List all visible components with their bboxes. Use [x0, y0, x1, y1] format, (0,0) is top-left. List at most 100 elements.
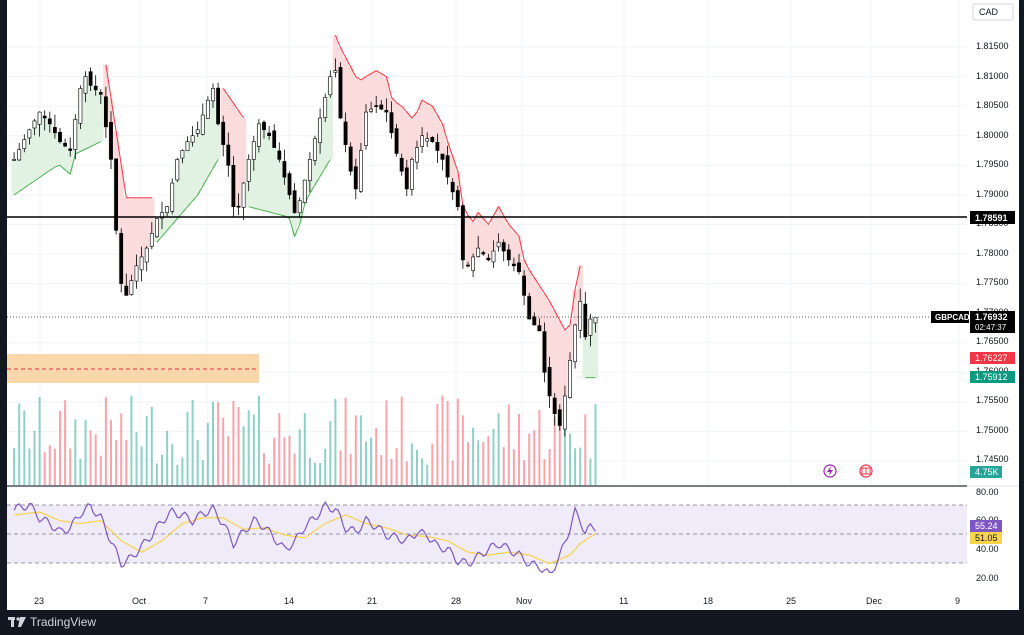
candle-body-down [542, 331, 547, 373]
volume-bar [212, 401, 214, 485]
volume-bar [176, 464, 179, 485]
candle-body-up [241, 182, 246, 208]
volume-bar [349, 453, 352, 485]
candle-body-up [139, 256, 144, 271]
candle-body-down [104, 96, 108, 128]
volume-bar [247, 410, 250, 485]
candle-body-down [348, 146, 353, 172]
candle-body-down [445, 155, 450, 178]
candle-body-up [420, 135, 425, 147]
candle-body-up [256, 123, 261, 147]
volume-bar [191, 399, 194, 485]
tradingview-brand[interactable]: TradingView [8, 615, 96, 629]
candle-body-up [165, 206, 170, 213]
candle-body-up [170, 182, 175, 212]
calendar-event-icon[interactable] [859, 464, 873, 478]
price-tick: 1.80000 [976, 130, 1009, 140]
volume-bar [518, 414, 520, 485]
candle-body-up [562, 395, 567, 430]
candle-body-down [343, 121, 348, 145]
volume-bar [334, 398, 337, 485]
volume-bar [125, 439, 128, 485]
volume-bar [268, 463, 271, 485]
volume-label-bg [970, 466, 1002, 478]
candle-body-up [144, 247, 149, 263]
candle-body-up [211, 88, 215, 102]
candle-body-down [527, 296, 532, 320]
candle-body-up [491, 250, 496, 263]
rsi-line [13, 500, 596, 574]
volume-bar [23, 410, 26, 485]
volume-bar [523, 460, 526, 485]
candle-body-down [262, 121, 266, 131]
volume-bar [242, 426, 245, 485]
volume-bar [426, 464, 429, 485]
candle-body-down [394, 128, 399, 154]
volume-bar [18, 403, 21, 485]
price-tick: 1.75500 [976, 395, 1009, 405]
volume-bar [339, 450, 342, 485]
time-label: Nov [516, 596, 533, 606]
time-label: 9 [955, 596, 960, 606]
candle-body-up [333, 70, 338, 73]
candle-body-down [221, 121, 226, 145]
volume-bar [196, 439, 199, 485]
volume-bar [395, 447, 398, 485]
price-tick: 1.81500 [976, 41, 1009, 51]
volume-bar [492, 428, 495, 485]
rsi-pane[interactable] [7, 487, 967, 592]
price-tick: 1.74500 [976, 454, 1009, 464]
candle-body-down [68, 148, 73, 151]
candle-body-up [364, 111, 368, 146]
volume-bar [405, 461, 408, 485]
lightning-icon[interactable] [823, 464, 837, 478]
volume-bar [283, 437, 286, 485]
rsi-value-label-bg [970, 520, 1002, 532]
volume-bar [502, 447, 505, 485]
candle-body-down [282, 161, 287, 178]
candle-body-up [134, 265, 139, 282]
volume-bar [237, 406, 240, 485]
time-label: 14 [284, 596, 294, 606]
currency-box[interactable] [972, 3, 1014, 21]
volume-bar [43, 451, 46, 485]
candle-body-down [236, 205, 241, 208]
candle-body-down [399, 157, 404, 172]
volume-bar [579, 447, 582, 485]
volume-bar [569, 433, 571, 485]
volume-bar [74, 419, 77, 485]
resistance-price-label: 1.78591 [975, 213, 1008, 223]
volume-bar [166, 430, 169, 485]
candle-body-up [578, 301, 583, 331]
candle-body-up [83, 76, 88, 94]
volume-bar [533, 430, 536, 485]
candle-body-down [460, 205, 465, 261]
candle-body-down [52, 127, 57, 134]
volume-bar [53, 448, 56, 485]
supertrend-down-line [105, 35, 581, 331]
volume-bar [359, 415, 362, 485]
volume-bar [252, 414, 255, 485]
time-axis[interactable] [7, 592, 967, 610]
time-label: 11 [619, 596, 628, 606]
price-axis[interactable] [967, 0, 1019, 610]
candle-body-down [506, 249, 511, 261]
volume-bar [69, 448, 72, 485]
volume-bar [257, 395, 260, 485]
currency-label: CAD [979, 7, 999, 17]
candle-body-down [98, 92, 103, 95]
candle-body-down [557, 409, 562, 426]
volume-bar [120, 413, 123, 485]
volume-bar [507, 404, 510, 485]
candle-body-down [511, 263, 516, 267]
candle-body-down [267, 132, 272, 137]
candlesticks [12, 58, 598, 437]
candle-body-down [338, 67, 343, 119]
candle-body-down [404, 167, 409, 190]
candle-body-up [185, 141, 190, 152]
symbol-label-bg [931, 311, 969, 323]
volume-bar [482, 441, 485, 485]
candle-body-up [27, 129, 32, 139]
candle-body-up [409, 159, 414, 190]
